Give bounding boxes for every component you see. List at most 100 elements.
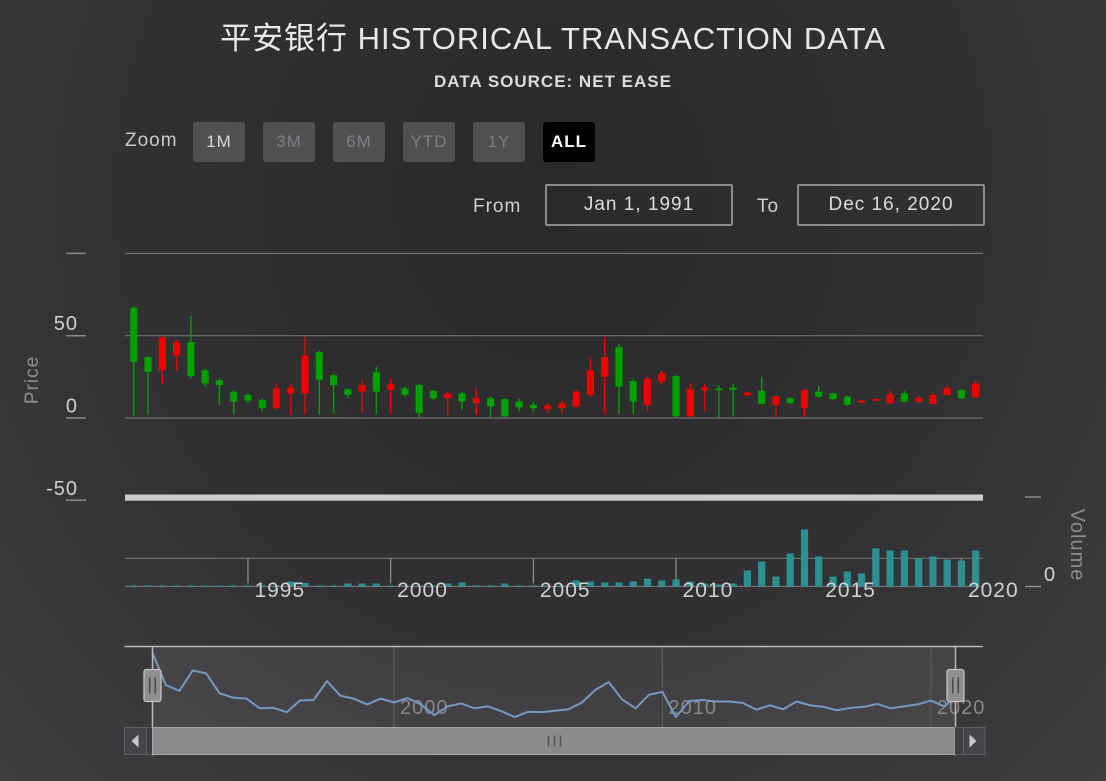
volume-bar bbox=[486, 585, 495, 587]
candle-body bbox=[201, 370, 209, 384]
volume-bar bbox=[401, 585, 409, 587]
candle-body bbox=[572, 391, 580, 407]
scrollbar-left-arrow-icon bbox=[131, 734, 139, 748]
price-axis-label: 50 bbox=[54, 313, 78, 335]
zoom-button-1y[interactable]: 1y bbox=[473, 122, 525, 162]
candle-body bbox=[401, 388, 409, 395]
candle-body bbox=[272, 388, 281, 409]
candle-body bbox=[886, 394, 894, 404]
volume-bar bbox=[329, 585, 338, 587]
volume-bar bbox=[572, 580, 580, 587]
candle-body bbox=[458, 393, 466, 402]
candle-body bbox=[943, 388, 951, 395]
volume-bar bbox=[130, 585, 138, 587]
volume-bar bbox=[272, 585, 281, 587]
candle-body bbox=[515, 401, 523, 408]
candle-body bbox=[501, 399, 509, 417]
volume-bar bbox=[701, 583, 709, 587]
to-label: To bbox=[757, 196, 780, 217]
volume-bar bbox=[144, 585, 152, 587]
scrollbar-thumb[interactable] bbox=[152, 727, 955, 755]
volume-bar bbox=[629, 581, 637, 587]
candle-body bbox=[258, 399, 266, 409]
zoom-button-all[interactable]: All bbox=[543, 122, 595, 162]
volume-bar bbox=[515, 585, 523, 587]
volume-bar bbox=[544, 585, 552, 587]
volume-bar bbox=[358, 583, 366, 587]
volume-bar bbox=[287, 581, 295, 587]
navigator-selected-range[interactable] bbox=[152, 647, 956, 727]
zoom-button-3m[interactable]: 3m bbox=[263, 122, 315, 162]
candle-body bbox=[144, 357, 152, 372]
volume-bar bbox=[187, 585, 195, 587]
volume-bar bbox=[957, 560, 966, 587]
candle-body bbox=[372, 371, 380, 392]
candle-body bbox=[843, 396, 851, 405]
candle-body bbox=[158, 337, 166, 371]
volume-bar bbox=[729, 583, 737, 587]
x-axis-label: 1995 bbox=[254, 579, 305, 602]
volume-bar bbox=[758, 561, 766, 587]
candle-body bbox=[758, 390, 766, 405]
volume-axis-title: Volume bbox=[1066, 509, 1088, 582]
candle-body bbox=[529, 404, 537, 409]
thick-separator-bar bbox=[125, 494, 983, 501]
to-date-input[interactable] bbox=[797, 184, 985, 226]
volume-bar bbox=[857, 573, 866, 587]
volume-bar bbox=[786, 553, 794, 587]
candle-body bbox=[387, 384, 395, 391]
candle-body bbox=[900, 393, 908, 402]
volume-bar bbox=[529, 585, 537, 587]
candle-body bbox=[829, 393, 837, 400]
candle-body bbox=[872, 399, 880, 401]
price-axis-label: -50 bbox=[46, 478, 78, 500]
volume-bar bbox=[829, 576, 837, 587]
navigator-left-handle[interactable] bbox=[143, 668, 162, 703]
candle-body bbox=[629, 380, 637, 402]
volume-bar bbox=[886, 550, 894, 587]
candle-body bbox=[972, 383, 980, 398]
candle-body bbox=[772, 396, 780, 405]
volume-bar bbox=[615, 582, 623, 587]
candle-body bbox=[358, 385, 366, 392]
volume-bar bbox=[686, 581, 694, 587]
volume-bar bbox=[173, 585, 181, 587]
page-title: 平安银行 HISTORICAL TRANSACTION DATA bbox=[220, 21, 886, 56]
zoom-button-1m[interactable]: 1m bbox=[193, 122, 245, 162]
volume-bar bbox=[158, 585, 166, 587]
candle-body bbox=[344, 389, 352, 395]
navigator-series-line bbox=[151, 652, 957, 719]
candle-body bbox=[957, 390, 966, 399]
candle-body bbox=[544, 405, 552, 409]
price-axis-label: 0 bbox=[66, 396, 78, 418]
volume-bar bbox=[215, 585, 224, 587]
candle-body bbox=[558, 403, 566, 409]
candle-body bbox=[857, 400, 866, 403]
candle-body bbox=[800, 390, 809, 409]
candle-body bbox=[287, 387, 295, 394]
volume-bar bbox=[387, 585, 395, 587]
candle-body bbox=[187, 342, 195, 377]
volume-bar bbox=[900, 550, 908, 587]
candle-body bbox=[915, 398, 923, 402]
volume-bar bbox=[201, 585, 209, 587]
volume-bar bbox=[672, 579, 680, 587]
volume-bar bbox=[558, 585, 566, 587]
zoom-button-ytd[interactable]: YTD bbox=[403, 122, 455, 162]
candle-body bbox=[486, 398, 495, 407]
scrollbar-right-arrow-icon bbox=[969, 734, 977, 748]
candle-body bbox=[786, 398, 794, 404]
x-axis-label: 2020 bbox=[968, 579, 1019, 602]
from-date-input[interactable] bbox=[545, 184, 733, 226]
navigator-right-handle[interactable] bbox=[946, 668, 965, 703]
volume-bar bbox=[344, 583, 352, 587]
volume-bar bbox=[601, 582, 609, 587]
candle-body bbox=[130, 307, 138, 363]
volume-bar bbox=[258, 585, 266, 587]
candle-body bbox=[815, 391, 823, 397]
candle-body bbox=[672, 376, 680, 417]
zoom-button-6m[interactable]: 6m bbox=[333, 122, 385, 162]
candle-body bbox=[444, 393, 452, 399]
candle-body bbox=[701, 387, 709, 391]
